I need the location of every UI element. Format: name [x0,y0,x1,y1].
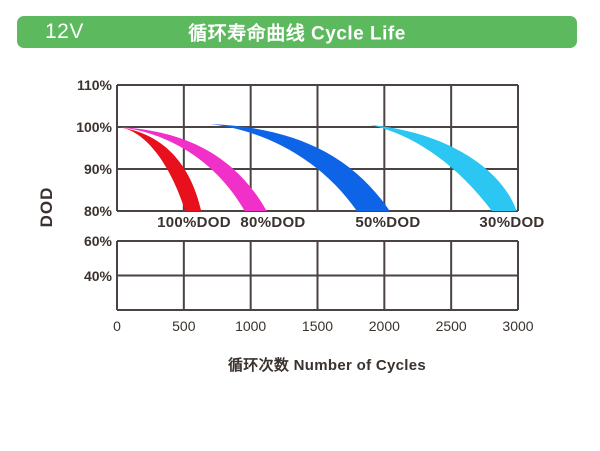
x-tick: 3000 [502,318,534,334]
upper-y-tick: 100% [76,119,112,135]
x-tick: 500 [172,318,196,334]
upper-y-tick: 90% [83,161,112,177]
lower-y-tick: 40% [83,267,112,284]
lower-y-tick: 60% [83,233,112,249]
header-voltage-label: 12V [45,20,84,43]
x-tick: 1000 [235,318,267,334]
upper-y-tick: 80% [83,203,112,219]
band-30%DOD [369,124,517,211]
x-tick: 2500 [435,318,467,334]
band-label-80%DOD: 80%DOD [240,214,306,231]
header-bar: 12V 循环寿命曲线 Cycle Life [17,16,577,48]
band-label-100%DOD: 100%DOD [157,214,231,231]
x-axis-title: 循环次数 Number of Cycles [227,357,427,374]
band-80%DOD [118,127,267,211]
x-tick: 1500 [301,318,334,334]
band-50%DOD [210,124,390,211]
band-label-50%DOD: 50%DOD [355,214,421,231]
header-title: 循环寿命曲线 Cycle Life [188,23,406,45]
band-100%DOD [117,127,202,211]
upper-y-tick: 110% [76,77,112,93]
y-axis-title: DOD [37,186,56,228]
x-tick: 2000 [368,318,400,334]
x-tick: 0 [113,318,121,334]
band-label-30%DOD: 30%DOD [479,214,545,231]
